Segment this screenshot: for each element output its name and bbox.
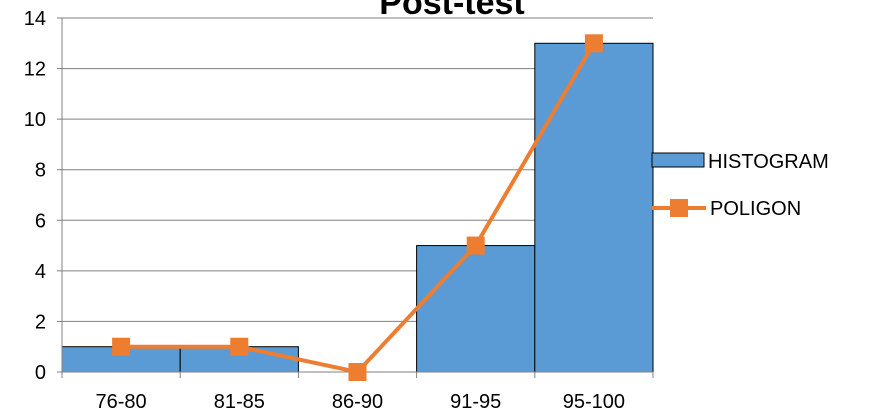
y-tick-label: 12 [24, 59, 46, 81]
x-tick-label: 95-100 [563, 391, 625, 413]
legend-swatch-histogram [651, 152, 705, 168]
polygon-marker [112, 337, 131, 356]
polygon-line [112, 34, 603, 381]
legend-label-histogram: HISTOGRAM [708, 151, 829, 173]
x-tick-label: 76-80 [96, 391, 147, 413]
legend: HISTOGRAM POLIGON [651, 151, 829, 220]
x-tick-label: 91-95 [450, 391, 501, 413]
y-tick-label: 0 [35, 362, 46, 384]
x-tick-labels: 76-80 81-85 86-90 91-95 95-100 [96, 391, 626, 413]
legend-swatch-polygon-marker [670, 199, 688, 217]
x-tick-label: 86-90 [332, 391, 383, 413]
histogram-bar [416, 245, 536, 373]
legend-label-polygon: POLIGON [710, 198, 801, 220]
histogram-bar [534, 42, 654, 373]
y-tick-label: 4 [35, 261, 46, 283]
y-tick-labels: 0 2 4 6 8 10 12 14 [24, 8, 46, 384]
polygon-marker [348, 363, 367, 381]
polygon-marker [466, 236, 485, 255]
gridlines [62, 17, 653, 322]
y-tick-label: 6 [35, 210, 46, 232]
x-tick-label: 81-85 [214, 391, 265, 413]
y-tick-label: 2 [35, 311, 46, 333]
chart-title: Post-test [379, 0, 524, 22]
y-tick-label: 14 [24, 8, 46, 30]
y-tick-label: 8 [35, 160, 46, 182]
y-tick-label: 10 [24, 109, 46, 131]
polygon-marker [584, 34, 603, 53]
polygon-marker [230, 337, 249, 356]
